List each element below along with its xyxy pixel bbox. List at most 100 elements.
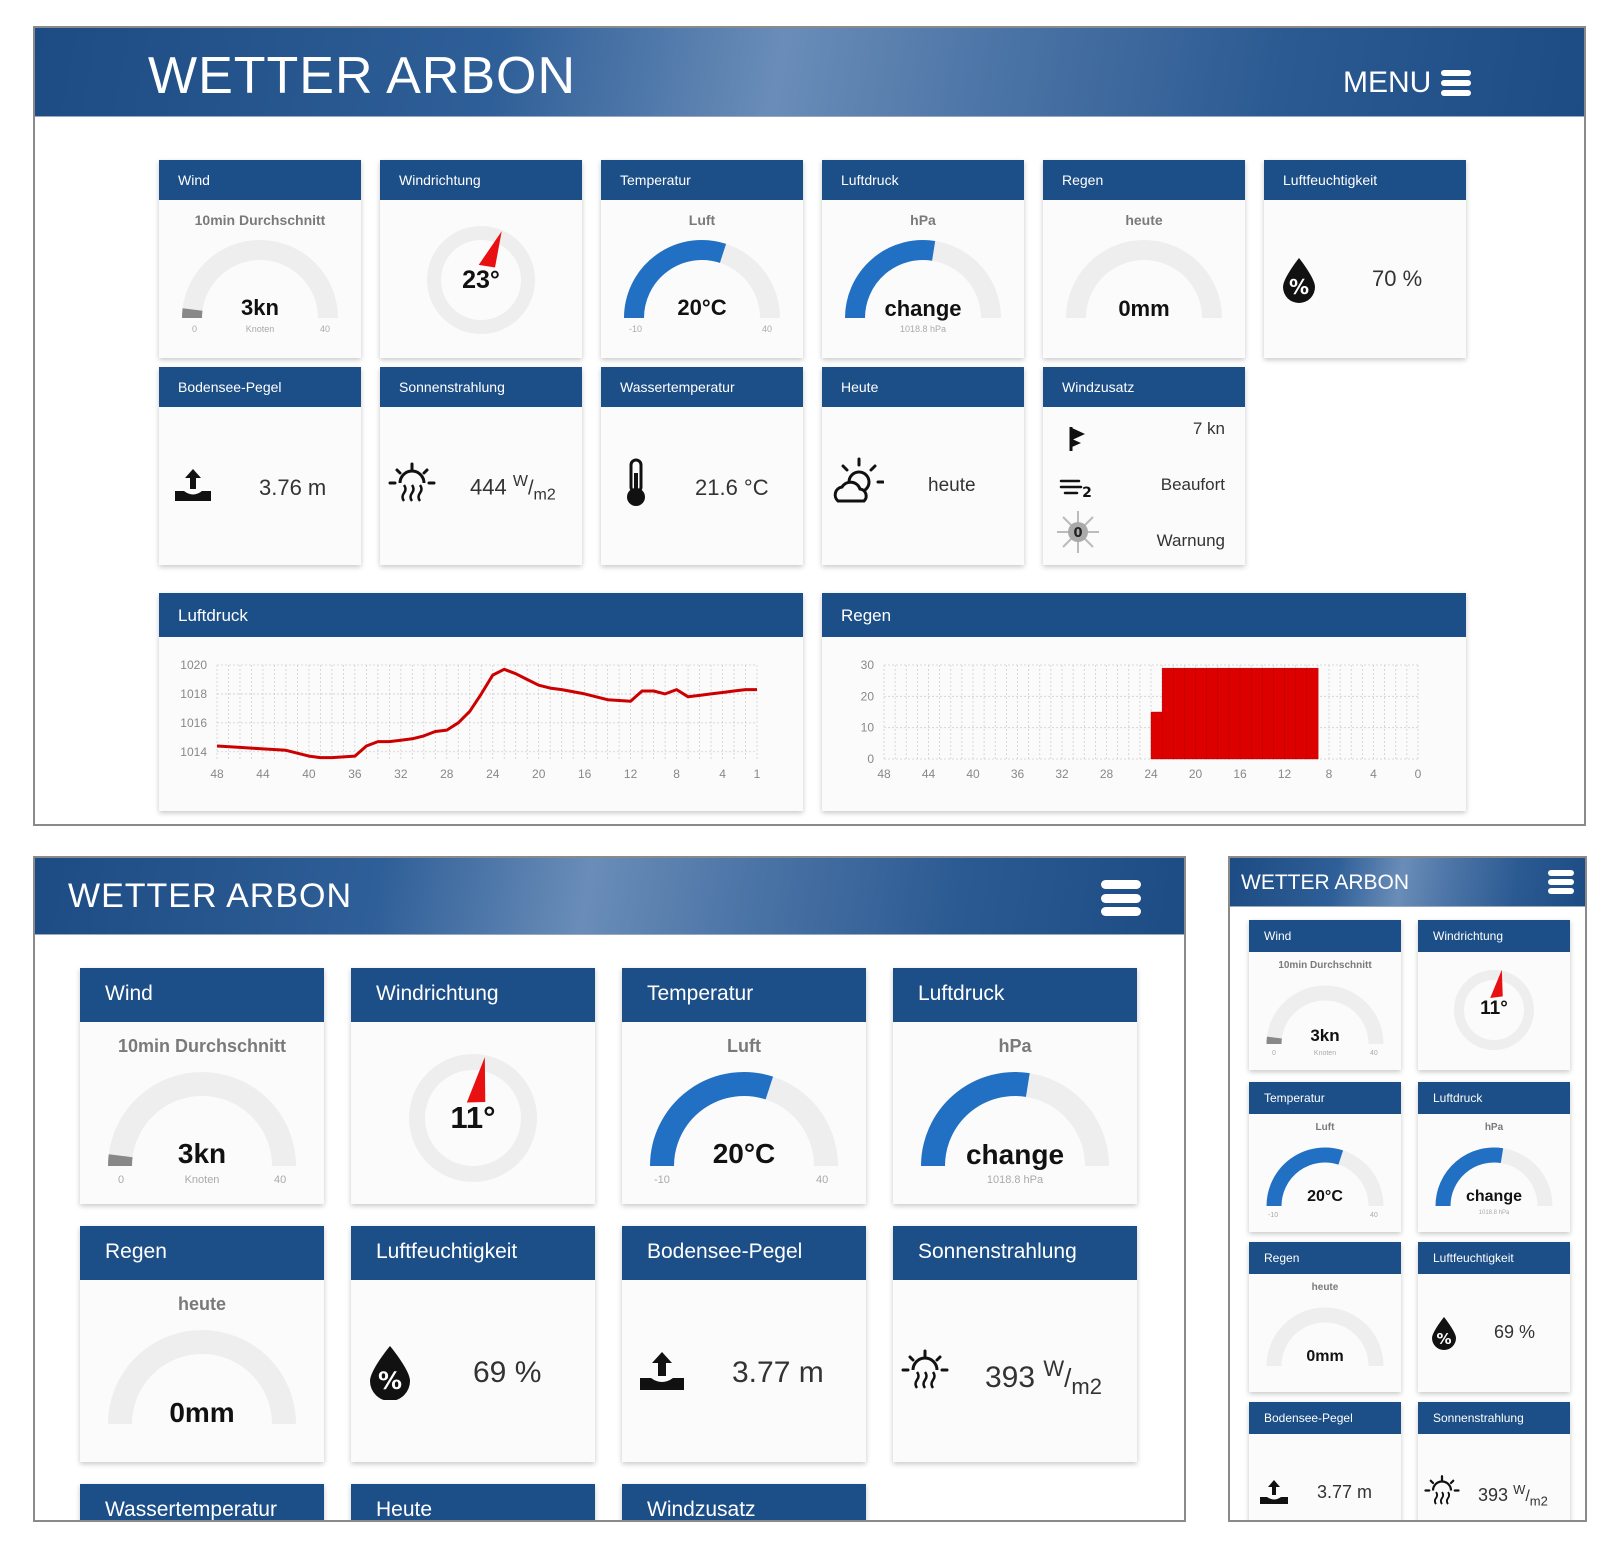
temperatur-card: Temperatur Luft 20°C -10 40 xyxy=(601,160,803,358)
x-tick-label: 28 xyxy=(440,767,454,781)
wind-direction-arrow xyxy=(466,1057,486,1103)
rain-bar xyxy=(1306,667,1319,760)
gauge-unit: Knoten xyxy=(245,324,275,334)
heute-card: Heute xyxy=(351,1484,595,1520)
x-tick-label: 32 xyxy=(1055,767,1069,781)
temperature-gauge xyxy=(1266,1147,1384,1207)
card-title: Wind xyxy=(1249,920,1401,952)
warning-label: Warnung xyxy=(1156,531,1225,550)
temperatur-card: Temperatur Luft 20°C -10 40 xyxy=(1249,1082,1401,1232)
site-title[interactable]: WETTER ARBON xyxy=(68,877,353,915)
rain-gauge xyxy=(1066,240,1222,319)
water-temp-value: 21.6 °C xyxy=(695,475,769,500)
card-title: Temperatur xyxy=(1249,1082,1401,1114)
bodensee-card: Bodensee-Pegel 3.77 m xyxy=(1249,1402,1401,1520)
rain-value: 0mm xyxy=(169,1397,235,1428)
beaufort-icon: 2 xyxy=(1059,479,1092,499)
regen-card: Regen heute 0mm xyxy=(1043,160,1245,358)
unit-slash: / xyxy=(1525,1488,1530,1505)
radiation-number: 393 xyxy=(1478,1485,1509,1505)
card-title: Bodensee-Pegel xyxy=(1249,1402,1401,1434)
x-tick-label: 24 xyxy=(1144,767,1158,781)
regen-card: Regen heute 0mm xyxy=(1249,1242,1401,1392)
tablet-view: WETTER ARBON Wind 10min Durchschnitt 3kn… xyxy=(33,856,1186,1522)
x-tick-label: 48 xyxy=(210,767,224,781)
windrichtung-card: Windrichtung 11° xyxy=(1418,920,1570,1070)
regen-chart-card: Regen 30 20 10 0 48 44 40 36 32 28 24 20 16 12 8 4 0 xyxy=(822,593,1466,811)
y-tick-label: 0 xyxy=(867,752,874,766)
gauge-subtitle: hPa xyxy=(998,1036,1032,1056)
gauge-subtitle: Luft xyxy=(727,1036,761,1056)
temperatur-card: Temperatur Luft 20°C -10 40 xyxy=(622,968,866,1204)
rain-bar xyxy=(1250,667,1263,760)
wind-card: Wind 10min Durchschnitt 3kn 0 Knoten 40 xyxy=(80,968,324,1204)
rain-bar xyxy=(1228,667,1241,760)
card-title: Windrichtung xyxy=(380,160,582,200)
unit-numerator: W xyxy=(512,473,528,490)
water-level-value: 3.77 m xyxy=(732,1356,824,1389)
unit-slash: / xyxy=(1064,1363,1072,1393)
site-title[interactable]: WETTER ARBON xyxy=(148,47,577,105)
rain-gauge xyxy=(1266,1307,1384,1367)
rain-gauge xyxy=(108,1330,296,1425)
wind-gauge xyxy=(108,1072,296,1167)
desktop-view: WETTER ARBON MENU Wind 10min Durchschnit… xyxy=(33,26,1586,826)
partly-cloudy-icon xyxy=(833,457,884,503)
x-tick-label: 44 xyxy=(256,767,270,781)
card-title: Bodensee-Pegel xyxy=(159,367,361,407)
card-title: Luftdruck xyxy=(822,160,1024,200)
gauge-min: -10 xyxy=(1268,1212,1279,1219)
rain-bar xyxy=(1295,667,1308,760)
luftdruck-card: Luftdruck hPa change 1018.8 hPa xyxy=(1418,1082,1570,1232)
sonnenstrahlung-card: Sonnenstrahlung 393 W/m2 xyxy=(893,1226,1137,1462)
x-tick-label: 36 xyxy=(1011,767,1025,781)
x-tick-label: 12 xyxy=(1278,767,1292,781)
rain-bar xyxy=(1184,667,1197,760)
today-value: heute xyxy=(928,475,976,496)
luftfeuchtigkeit-card: Luftfeuchtigkeit % 69 % xyxy=(351,1226,595,1462)
rain-bar xyxy=(1239,667,1252,760)
unit-numerator: W xyxy=(1043,1356,1065,1381)
unit-numerator: W xyxy=(1513,1482,1526,1497)
humidity-value: 69 % xyxy=(473,1356,542,1389)
gauge-subtitle: hPa xyxy=(910,212,936,228)
site-header: WETTER ARBON MENU xyxy=(35,28,1584,117)
y-tick-label: 1020 xyxy=(180,658,207,672)
unit-denominator: m2 xyxy=(533,486,556,504)
x-tick-label: 20 xyxy=(1189,767,1203,781)
menu-button[interactable]: MENU xyxy=(1343,66,1472,100)
warn-level: 0 xyxy=(1073,526,1082,541)
site-title[interactable]: WETTER ARBON xyxy=(1241,871,1410,894)
windzusatz-card: Windzusatz xyxy=(622,1484,866,1520)
card-title: Luftdruck xyxy=(1418,1082,1570,1114)
gauge-subtitle: heute xyxy=(1311,1282,1339,1293)
x-tick-label: 40 xyxy=(966,767,980,781)
humidity-value: 70 % xyxy=(1372,266,1423,291)
gauge-subtitle: hPa xyxy=(1484,1122,1504,1133)
gauge-max: 40 xyxy=(1370,1050,1378,1057)
x-tick-label: 20 xyxy=(532,767,546,781)
card-title: Luftfeuchtigkeit xyxy=(351,1226,595,1280)
windzusatz-card: Windzusatz 7 kn 2 Beaufort xyxy=(1043,367,1245,565)
beaufort-number: 2 xyxy=(1082,485,1092,499)
sonnenstrahlung-card: Sonnenstrahlung 393 W/m2 xyxy=(1418,1402,1570,1520)
wind-gauge xyxy=(1266,985,1384,1045)
sun-radiation-icon xyxy=(1424,1475,1460,1505)
sonnenstrahlung-card: Sonnenstrahlung 444 W/m2 xyxy=(380,367,582,565)
hamburger-icon[interactable] xyxy=(1101,880,1141,916)
site-header: WETTER ARBON xyxy=(35,858,1184,935)
chart-grid xyxy=(216,664,758,759)
rain-bar xyxy=(1173,667,1185,760)
humidity-drop-icon: % xyxy=(370,1346,410,1400)
gauge-max: 40 xyxy=(320,324,331,334)
card-title: Sonnenstrahlung xyxy=(1418,1402,1570,1434)
y-tick-label: 1018 xyxy=(180,687,207,701)
y-tick-label: 1014 xyxy=(180,745,207,759)
luftfeuchtigkeit-card: Luftfeuchtigkeit % 70 % xyxy=(1264,160,1466,358)
water-level-icon xyxy=(640,1352,684,1390)
compass-dial xyxy=(409,1054,537,1182)
hamburger-icon[interactable] xyxy=(1548,870,1574,894)
bodensee-card: Bodensee-Pegel 3.76 m xyxy=(159,367,361,565)
gauge-subtitle: 10min Durchschnitt xyxy=(117,1036,287,1056)
